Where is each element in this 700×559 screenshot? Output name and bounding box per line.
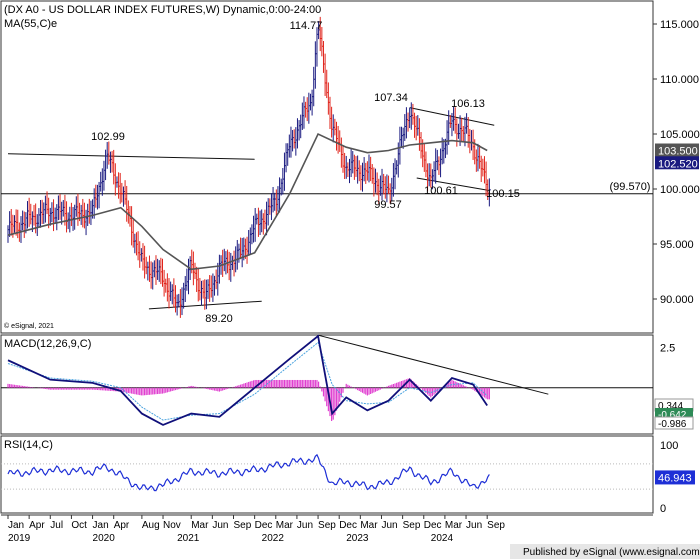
time-tick-label: Mar: [360, 520, 378, 531]
price-panel-frame: [0, 0, 654, 334]
price-y-tick-label: 105.000: [660, 129, 700, 141]
price-annotation: 107.34: [374, 92, 408, 104]
year-label: 2022: [262, 533, 285, 544]
time-tick-label: Dec: [424, 520, 442, 531]
chart-title: (DX A0 - US DOLLAR INDEX FUTURES,W) Dyna…: [4, 4, 321, 16]
time-tick-label: Dec: [339, 520, 357, 531]
year-label: 2020: [93, 533, 116, 544]
price-annotation: 114.77: [290, 20, 323, 32]
rsi-layer: [1, 453, 653, 492]
footer-credit: Published by eSignal (www.esignal.com): [523, 547, 700, 558]
time-tick-label: Jun: [297, 520, 313, 531]
time-tick-label: Aug: [142, 520, 160, 531]
time-tick-label: Oct: [71, 520, 87, 531]
price-y-tick-label: 110.000: [660, 74, 699, 86]
trendline-lower-2020: [148, 300, 262, 310]
macd-value-box: [654, 416, 694, 430]
time-tick-label: Jan: [8, 520, 24, 531]
time-tick-label: Sep: [318, 520, 336, 531]
macd-title: MACD(12,26,9,C): [4, 338, 91, 350]
macd-trendline: [317, 334, 549, 395]
time-tick-label: Apr: [114, 520, 130, 531]
time-tick-label: Mar: [191, 520, 209, 531]
macd-layer: [1, 334, 653, 426]
price-annotation: 89.20: [205, 313, 233, 325]
macd-value-label: -0.986: [658, 419, 687, 430]
rsi-value-box: [655, 470, 695, 485]
macd-value-label: -0.642: [658, 410, 687, 421]
footer-bar: [510, 544, 700, 559]
time-tick-label: Mar: [276, 520, 294, 531]
last-price-label: 102.520: [658, 158, 698, 170]
time-tick-label: Jun: [466, 520, 482, 531]
time-tick-label: Jul: [50, 520, 63, 531]
time-tick-label: Jun: [212, 520, 228, 531]
time-tick-label: Nov: [163, 520, 181, 531]
price-annotation: 102.99: [91, 131, 125, 143]
price-layer: 102.99 89.20 114.77 107.34 106.13 99.57 100.61…: [1, 16, 653, 325]
price-annotation: 106.13: [451, 98, 485, 110]
year-label: 2021: [177, 533, 200, 544]
macd-panel-frame: [0, 334, 654, 435]
time-tick-label: Jun: [381, 520, 397, 531]
macd-y-tick-label: 2.5: [660, 342, 675, 354]
year-label: 2019: [8, 533, 31, 544]
macd-value-label: 0.344: [658, 401, 683, 412]
time-tick-label: Jan: [93, 520, 109, 531]
price-y-tick-label: 90.000: [660, 294, 694, 306]
rsi-line: [7, 453, 490, 492]
rsi-value-label: 46.943: [658, 472, 692, 484]
price-y-tick-label: 115.000: [660, 19, 699, 31]
rsi-y-tick-label: 0: [660, 503, 666, 515]
macd-line: [7, 334, 488, 426]
price-y-tick-label: 100.000: [660, 184, 700, 196]
price-annotation: 99.57: [374, 199, 402, 211]
moving-average-line: [7, 132, 488, 271]
axis-layer: 115.000 110.000 105.000 100.000 95.000 90.000…: [7, 19, 700, 544]
price-annotation: (99.570): [610, 181, 651, 193]
year-label: 2024: [431, 533, 454, 544]
time-tick-label: Dec: [255, 520, 273, 531]
rsi-y-tick-label: 100: [660, 440, 678, 452]
time-tick-label: Mar: [445, 520, 463, 531]
time-tick-label: Sep: [403, 520, 421, 531]
price-annotation: 100.15: [486, 188, 520, 200]
last-price-box: [655, 156, 699, 170]
year-label: 2023: [346, 533, 369, 544]
time-tick-label: Sep: [487, 520, 505, 531]
ma-value-box: [655, 143, 699, 157]
copyright-label: © eSignal, 2021: [4, 322, 54, 330]
price-y-tick-label: 95.000: [660, 239, 694, 251]
price-annotation: 100.61: [424, 185, 458, 197]
time-tick-label: Apr: [29, 520, 45, 531]
time-tick-label: Sep: [233, 520, 251, 531]
ma-label: MA(55,C)e: [4, 18, 57, 30]
macd-signal-line: [7, 341, 488, 421]
trendline-upper-2019: [7, 153, 255, 160]
rsi-panel-frame: [0, 435, 654, 514]
rsi-title: RSI(14,C): [4, 439, 53, 451]
ma-value-label: 103.500: [658, 146, 698, 158]
trendline-lower-2023: [416, 177, 488, 191]
